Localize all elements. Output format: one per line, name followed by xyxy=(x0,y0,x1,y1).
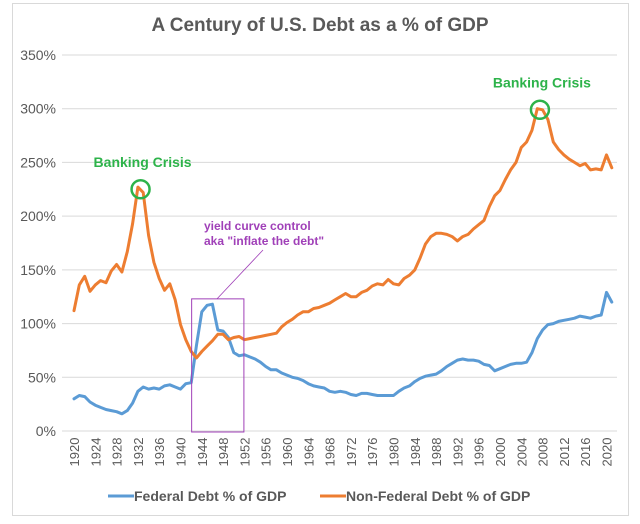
x-tick-label: 1956 xyxy=(259,438,274,467)
y-tick-label: 250% xyxy=(20,154,56,170)
y-tick-label: 300% xyxy=(20,101,56,117)
x-tick-label: 2016 xyxy=(578,438,593,467)
x-tick-label: 1948 xyxy=(216,438,231,467)
yield-curve-annotation-text: aka "inflate the debt" xyxy=(204,234,324,248)
x-tick-label: 1932 xyxy=(131,438,146,467)
x-tick-label: 1936 xyxy=(152,438,167,467)
x-tick-label: 1972 xyxy=(344,438,359,467)
legend: Federal Debt % of GDP Non-Federal Debt % … xyxy=(108,488,530,504)
y-tick-label: 350% xyxy=(20,47,56,63)
gridlines xyxy=(62,54,617,432)
x-tick-label: 1992 xyxy=(450,438,465,467)
legend-label-non-federal: Non-Federal Debt % of GDP xyxy=(346,488,530,504)
banking-crisis-label: Banking Crisis xyxy=(493,75,591,91)
x-axis-ticks: 1920 1924 1928 1932 1936 1940 1944 1948 1952 1956… xyxy=(67,438,615,467)
chart-title: A Century of U.S. Debt as a % of GDP xyxy=(151,15,488,36)
y-tick-label: 0% xyxy=(36,423,56,439)
annotation-leader-line xyxy=(216,249,264,300)
x-tick-label: 2004 xyxy=(514,438,529,467)
y-axis-ticks: 0% 50% 100% 150% 200% 250% 300% 350% xyxy=(20,47,56,439)
yield-curve-control-box xyxy=(191,298,245,433)
x-tick-label: 1968 xyxy=(323,438,338,467)
crisis-circle-marker xyxy=(529,99,551,120)
series-line-federal xyxy=(72,290,614,416)
x-tick-label: 1940 xyxy=(174,438,189,467)
x-tick-label: 1984 xyxy=(408,438,423,467)
x-tick-label: 1928 xyxy=(110,438,125,467)
x-tick-label: 1980 xyxy=(387,438,402,467)
x-tick-label: 1988 xyxy=(429,438,444,467)
x-tick-label: 2000 xyxy=(493,438,508,467)
x-tick-label: 2008 xyxy=(536,438,551,467)
x-tick-label: 2012 xyxy=(557,438,572,467)
y-tick-label: 200% xyxy=(20,208,56,224)
legend-label-federal: Federal Debt % of GDP xyxy=(134,488,286,504)
yield-curve-annotation-text: yield curve control xyxy=(204,219,311,233)
y-tick-label: 50% xyxy=(28,369,56,385)
x-tick-label: 1996 xyxy=(472,438,487,467)
x-tick-label: 1960 xyxy=(280,438,295,467)
y-tick-label: 150% xyxy=(20,262,56,278)
x-tick-label: 1920 xyxy=(67,438,82,467)
x-tick-label: 1976 xyxy=(365,438,380,467)
y-tick-label: 100% xyxy=(20,316,56,332)
series-line-non-federal xyxy=(72,107,614,360)
crisis-circle-marker xyxy=(130,178,151,200)
x-tick-label: 1924 xyxy=(88,438,103,467)
x-tick-label: 1944 xyxy=(195,438,210,467)
x-tick-label: 1964 xyxy=(301,438,316,467)
series-lines xyxy=(72,107,614,416)
annotations: Banking Crisis Banking Crisis yield curve … xyxy=(94,75,591,433)
x-tick-label: 2020 xyxy=(600,438,615,467)
banking-crisis-label: Banking Crisis xyxy=(94,154,192,170)
x-tick-label: 1952 xyxy=(237,438,252,467)
